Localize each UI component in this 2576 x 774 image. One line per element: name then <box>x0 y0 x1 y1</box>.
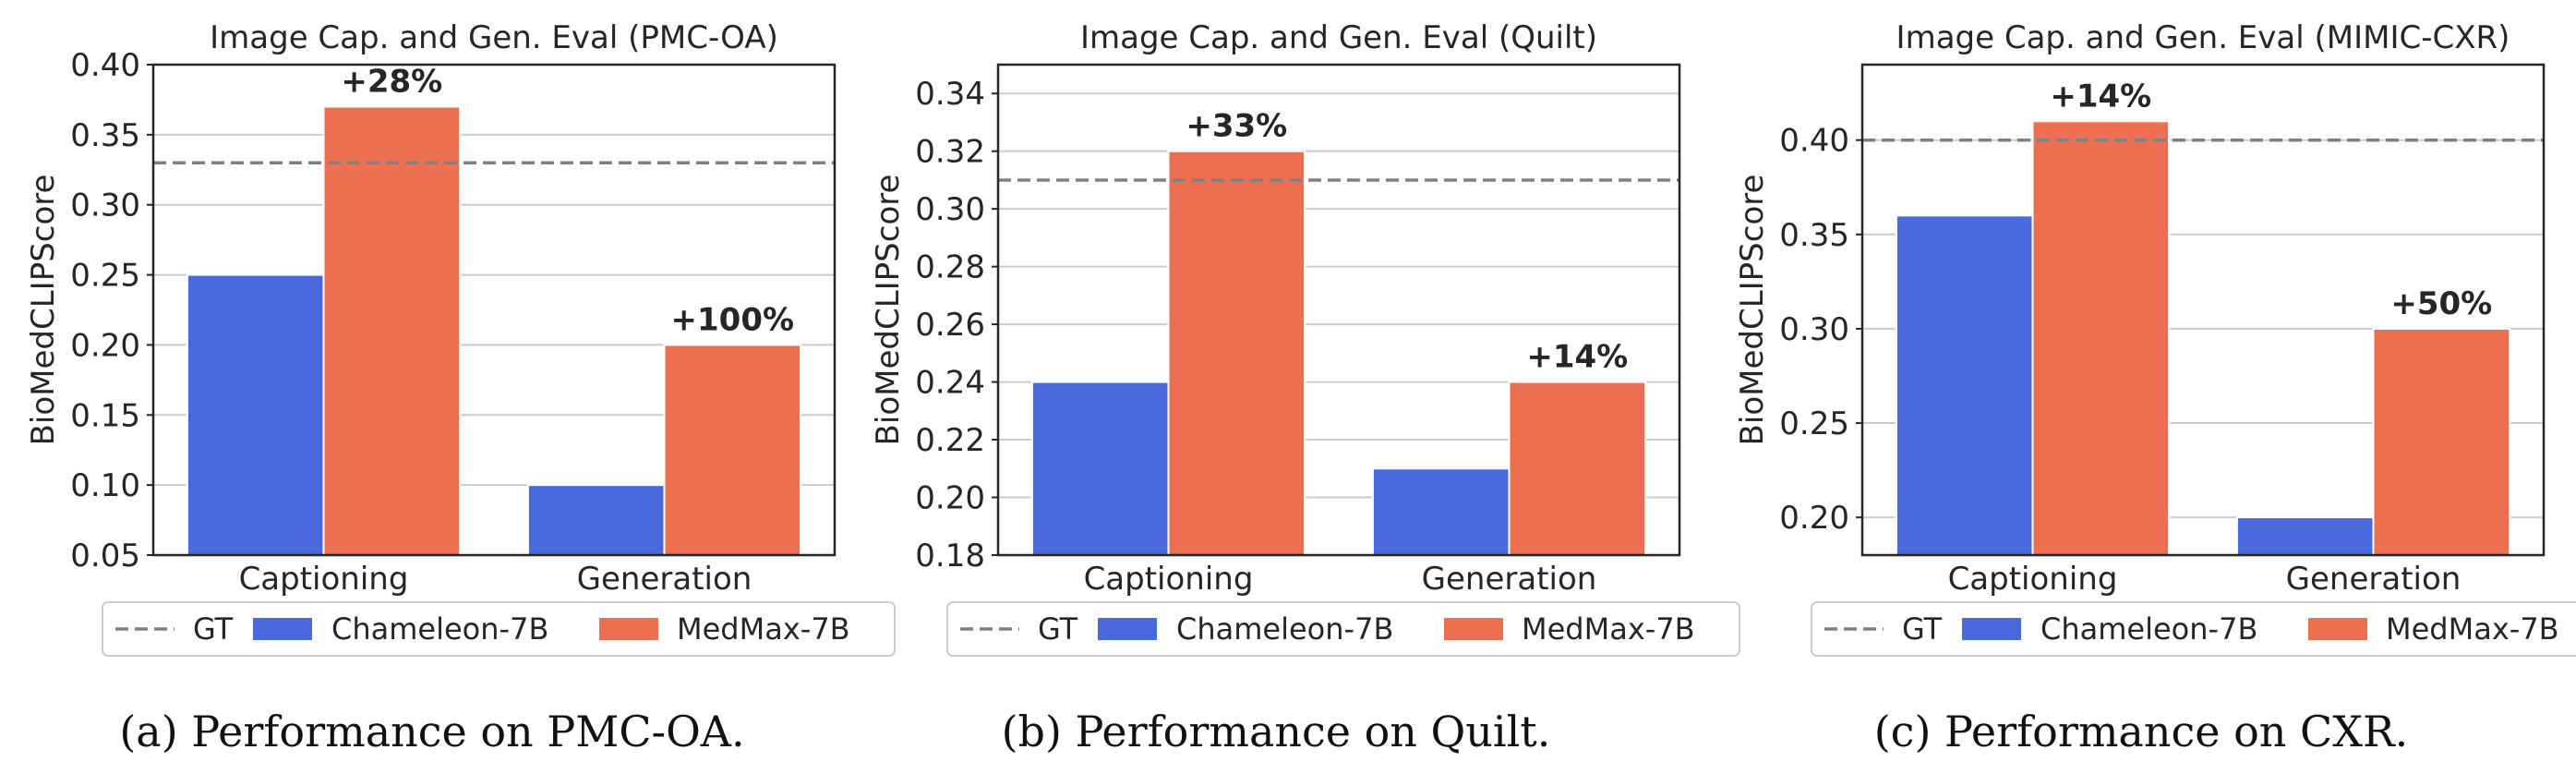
chart-title: Image Cap. and Gen. Eval (Quilt) <box>1080 19 1597 56</box>
y-tick-label: 0.24 <box>915 365 985 402</box>
figure-caption: (a) Performance on PMC-OA. <box>119 707 744 756</box>
plot-frame <box>1860 63 2546 557</box>
y-tick-label: 0.25 <box>1779 405 1849 442</box>
legend-chameleon-swatch <box>253 618 312 640</box>
y-tick-label: 0.35 <box>70 117 140 154</box>
y-tick-label: 0.28 <box>915 249 985 286</box>
legend-label-chameleon: Chameleon-7B <box>331 611 548 647</box>
y-tick-label: 0.20 <box>70 327 140 364</box>
legend-medmax-swatch <box>599 618 658 640</box>
bar-chameleon-captioning <box>1030 381 1170 556</box>
y-tick-label: 0.34 <box>915 76 985 113</box>
bar-chameleon-generation <box>526 484 666 557</box>
y-tick-label: 0.10 <box>70 467 140 504</box>
legend-box <box>1811 601 2576 657</box>
improvement-label: +14% <box>1526 339 1628 376</box>
chart-title: Image Cap. and Gen. Eval (PMC-OA) <box>210 19 778 56</box>
y-tick-label: 0.15 <box>70 397 140 434</box>
figure-caption: (b) Performance on Quilt. <box>1002 707 1551 756</box>
plot-frame <box>151 63 837 557</box>
improvement-label: +50% <box>2390 285 2492 322</box>
legend: GT Chameleon-7B MedMax-7B <box>102 601 896 657</box>
bar-medmax-generation <box>2372 327 2511 556</box>
y-tick-label: 0.40 <box>1779 123 1849 160</box>
legend-label-gt: GT <box>1902 611 1943 647</box>
figure-caption: (c) Performance on CXR. <box>1874 707 2409 756</box>
legend: GT Chameleon-7B MedMax-7B <box>1811 601 2576 657</box>
improvement-label: +100% <box>671 301 795 338</box>
legend-medmax-swatch <box>2308 618 2367 640</box>
y-tick-label: 0.35 <box>1779 217 1849 254</box>
bar-medmax-captioning <box>322 105 462 556</box>
legend-label-medmax: MedMax-7B <box>677 611 850 647</box>
plot-frame <box>996 63 1681 557</box>
legend-label-chameleon: Chameleon-7B <box>2040 611 2257 647</box>
improvement-label: +33% <box>1186 108 1287 145</box>
y-tick-label: 0.05 <box>70 538 140 574</box>
legend-label-chameleon: Chameleon-7B <box>1176 611 1393 647</box>
improvement-label: +28% <box>341 64 442 101</box>
bar-medmax-captioning <box>2031 120 2171 556</box>
legend-box <box>102 601 896 657</box>
bar-chameleon-captioning <box>186 273 325 556</box>
y-tick-label: 0.26 <box>915 307 985 344</box>
y-tick-label: 0.30 <box>70 187 140 224</box>
legend-medmax-swatch <box>1444 618 1503 640</box>
y-tick-label: 0.40 <box>70 47 140 84</box>
legend-chameleon-swatch <box>1098 618 1157 640</box>
x-tick-label: Captioning <box>239 561 409 598</box>
y-axis-label: BioMedCLIPScore <box>870 175 907 446</box>
y-axis-label: BioMedCLIPScore <box>1734 175 1771 446</box>
bar-medmax-captioning <box>1167 150 1306 557</box>
x-tick-label: Generation <box>2286 561 2462 598</box>
chart-title: Image Cap. and Gen. Eval (MIMIC-CXR) <box>1896 19 2510 56</box>
legend-label-gt: GT <box>193 611 234 647</box>
y-tick-label: 0.30 <box>1779 311 1849 348</box>
legend-label-medmax: MedMax-7B <box>2386 611 2559 647</box>
x-tick-label: Generation <box>577 561 752 598</box>
y-tick-label: 0.25 <box>70 258 140 295</box>
bar-medmax-generation <box>663 344 802 556</box>
chart-panel-3: Image Cap. and Gen. Eval (MIMIC-CXR) 0.20… <box>1734 19 2576 756</box>
x-tick-label: Captioning <box>1948 561 2118 598</box>
y-tick-label: 0.22 <box>915 422 985 459</box>
bar-chameleon-generation <box>1371 467 1511 557</box>
legend-label-medmax: MedMax-7B <box>1522 611 1695 647</box>
improvement-label: +14% <box>2050 78 2151 115</box>
y-axis-label: BioMedCLIPScore <box>25 175 62 446</box>
bar-medmax-generation <box>1508 381 1647 556</box>
y-tick-label: 0.18 <box>915 538 985 574</box>
legend-chameleon-swatch <box>1962 618 2021 640</box>
chart-panel-2: Image Cap. and Gen. Eval (Quilt) 0.18 0.20… <box>870 19 1740 756</box>
y-tick-label: 0.20 <box>915 480 985 517</box>
chart-panel-1: Image Cap. and Gen. Eval (PMC-OA) 0.05 0.1… <box>25 19 896 756</box>
y-tick-label: 0.32 <box>915 134 985 171</box>
bar-chameleon-generation <box>2235 516 2375 557</box>
y-tick-label: 0.30 <box>915 191 985 228</box>
legend: GT Chameleon-7B MedMax-7B <box>946 601 1740 657</box>
x-tick-label: Captioning <box>1084 561 1254 598</box>
x-tick-label: Generation <box>1422 561 1597 598</box>
bar-chameleon-captioning <box>1895 214 2034 556</box>
y-tick-label: 0.20 <box>1779 500 1849 537</box>
legend-box <box>946 601 1740 657</box>
legend-label-gt: GT <box>1038 611 1078 647</box>
